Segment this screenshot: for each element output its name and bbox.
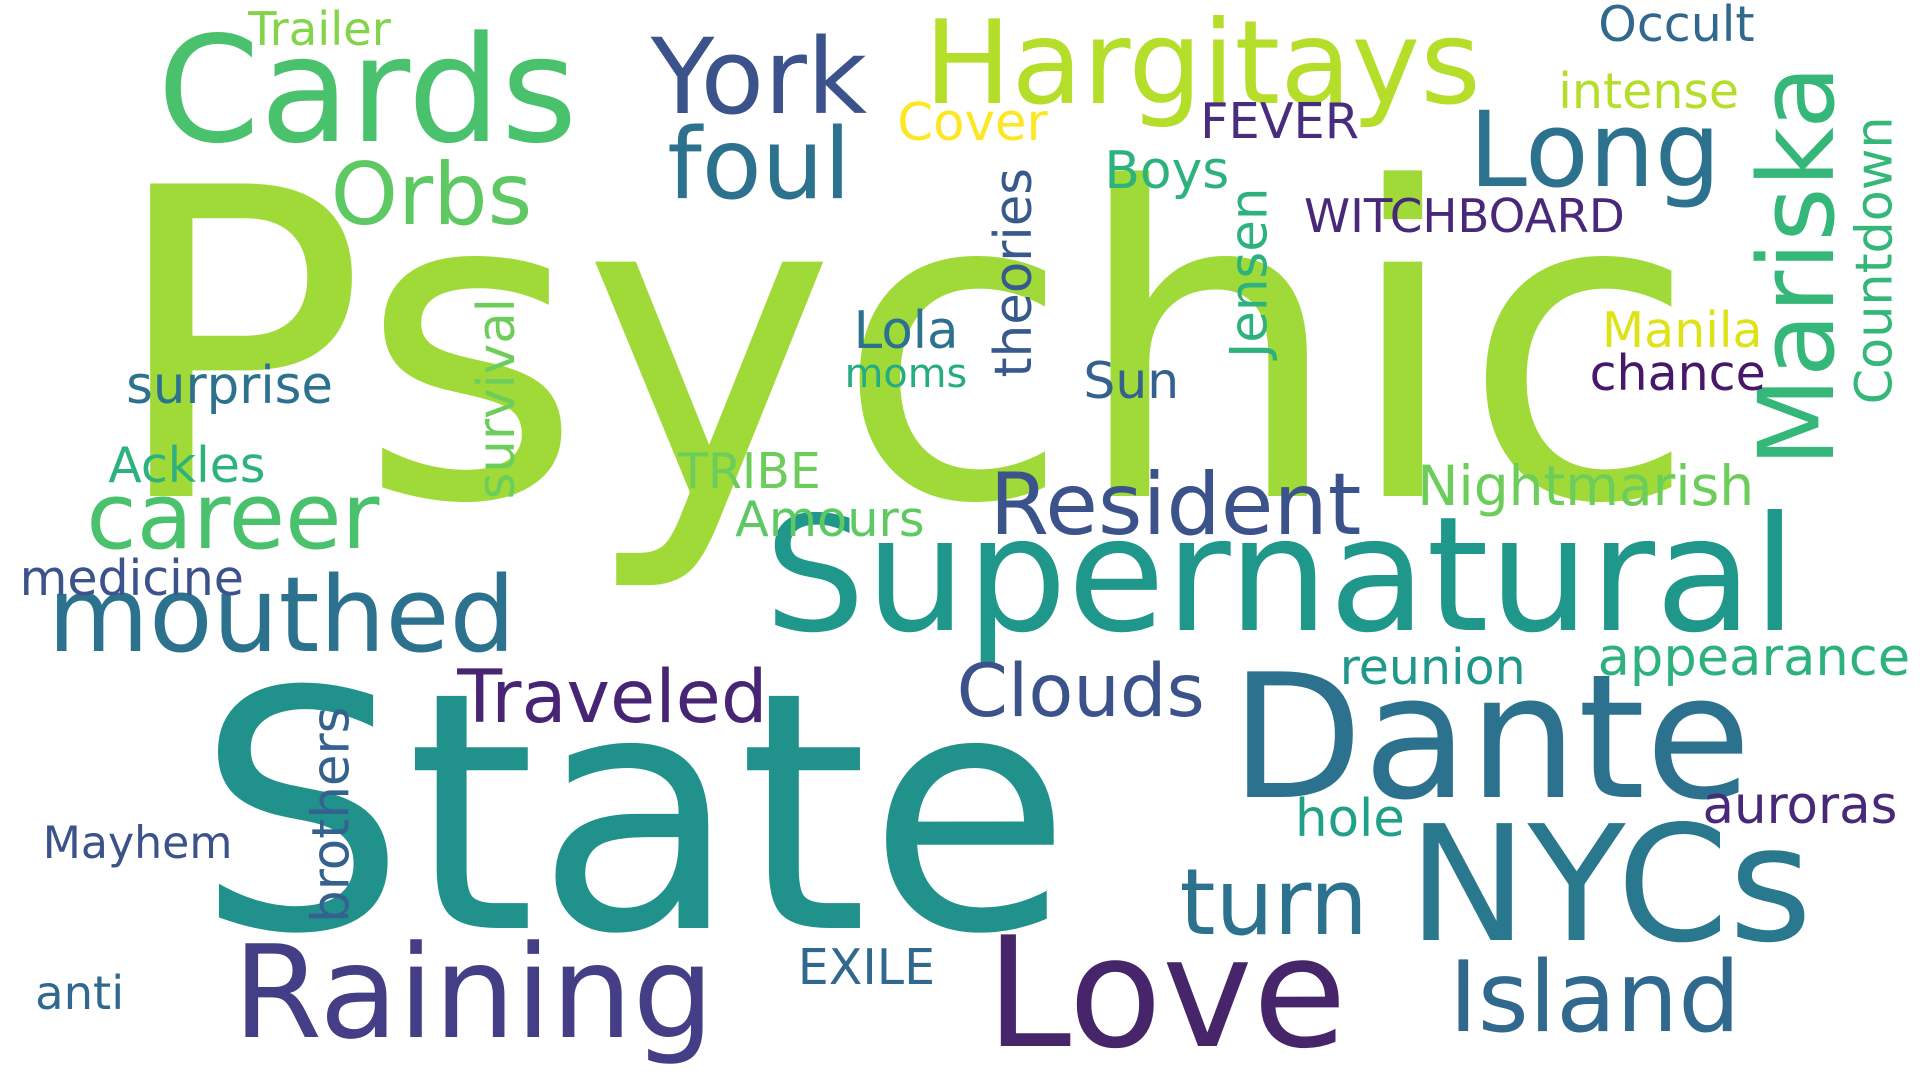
word-appearance: appearance	[1597, 626, 1911, 688]
word-brothers: brothers	[301, 706, 362, 923]
word-reunion: reunion	[1339, 638, 1526, 696]
word-trailer: Trailer	[248, 1, 391, 56]
word-turn: turn	[1179, 849, 1368, 957]
word-witchboard: WITCHBOARD	[1304, 189, 1625, 244]
word-lola: Lola	[853, 301, 959, 362]
word-nightmarish: Nightmarish	[1417, 454, 1755, 519]
word-hole: hole	[1295, 788, 1405, 849]
word-state: State	[196, 620, 1072, 1006]
word-sun: Sun	[1083, 350, 1180, 410]
word-chance: chance	[1589, 345, 1766, 402]
word-medicine: medicine	[19, 549, 244, 607]
word-jensen: Jensen	[1219, 187, 1280, 358]
word-moms: moms	[844, 350, 968, 397]
word-raining: Raining	[232, 919, 715, 1069]
word-york: York	[650, 15, 868, 138]
word-long: Long	[1468, 89, 1721, 211]
word-cards: Cards	[157, 5, 578, 177]
word-auroras: auroras	[1702, 776, 1898, 837]
word-occult: Occult	[1598, 0, 1755, 53]
word-mariska: Mariska	[1735, 65, 1858, 468]
word-countdown: Countdown	[1844, 116, 1904, 405]
word-resident: Resident	[989, 454, 1362, 555]
word-hargitays: Hargitays	[923, 0, 1481, 132]
word-mayhem: Mayhem	[42, 817, 233, 869]
word-psychic: Psychic	[108, 98, 1698, 598]
word-manila: Manila	[1601, 302, 1763, 360]
word-exile: EXILE	[797, 938, 936, 996]
word-love: Love	[985, 905, 1347, 1083]
word-orbs: Orbs	[330, 144, 533, 245]
word-tribe: TRIBE	[677, 442, 821, 500]
word-surprise: surprise	[126, 356, 333, 417]
word-dante: Dante	[1230, 636, 1752, 838]
word-supernatural: Supernatural	[764, 482, 1797, 668]
word-clouds: Clouds	[956, 648, 1205, 734]
word-theories: theories	[984, 167, 1045, 378]
word-intense: intense	[1558, 63, 1740, 121]
word-boys: Boys	[1104, 141, 1230, 201]
word-mouthed: mouthed	[47, 554, 516, 677]
word-career: career	[86, 463, 380, 571]
word-island: Island	[1448, 941, 1741, 1055]
word-traveled: Traveled	[457, 655, 768, 740]
word-foul: foul	[667, 108, 851, 223]
word-fever: FEVER	[1200, 91, 1360, 150]
word-cover: Cover	[897, 93, 1048, 154]
word-nycs: NYCs	[1407, 790, 1813, 978]
word-amours: Amours	[735, 489, 925, 548]
word-survival: survival	[466, 297, 527, 499]
word-anti: anti	[35, 965, 125, 1020]
word-ackles: Ackles	[108, 436, 266, 494]
